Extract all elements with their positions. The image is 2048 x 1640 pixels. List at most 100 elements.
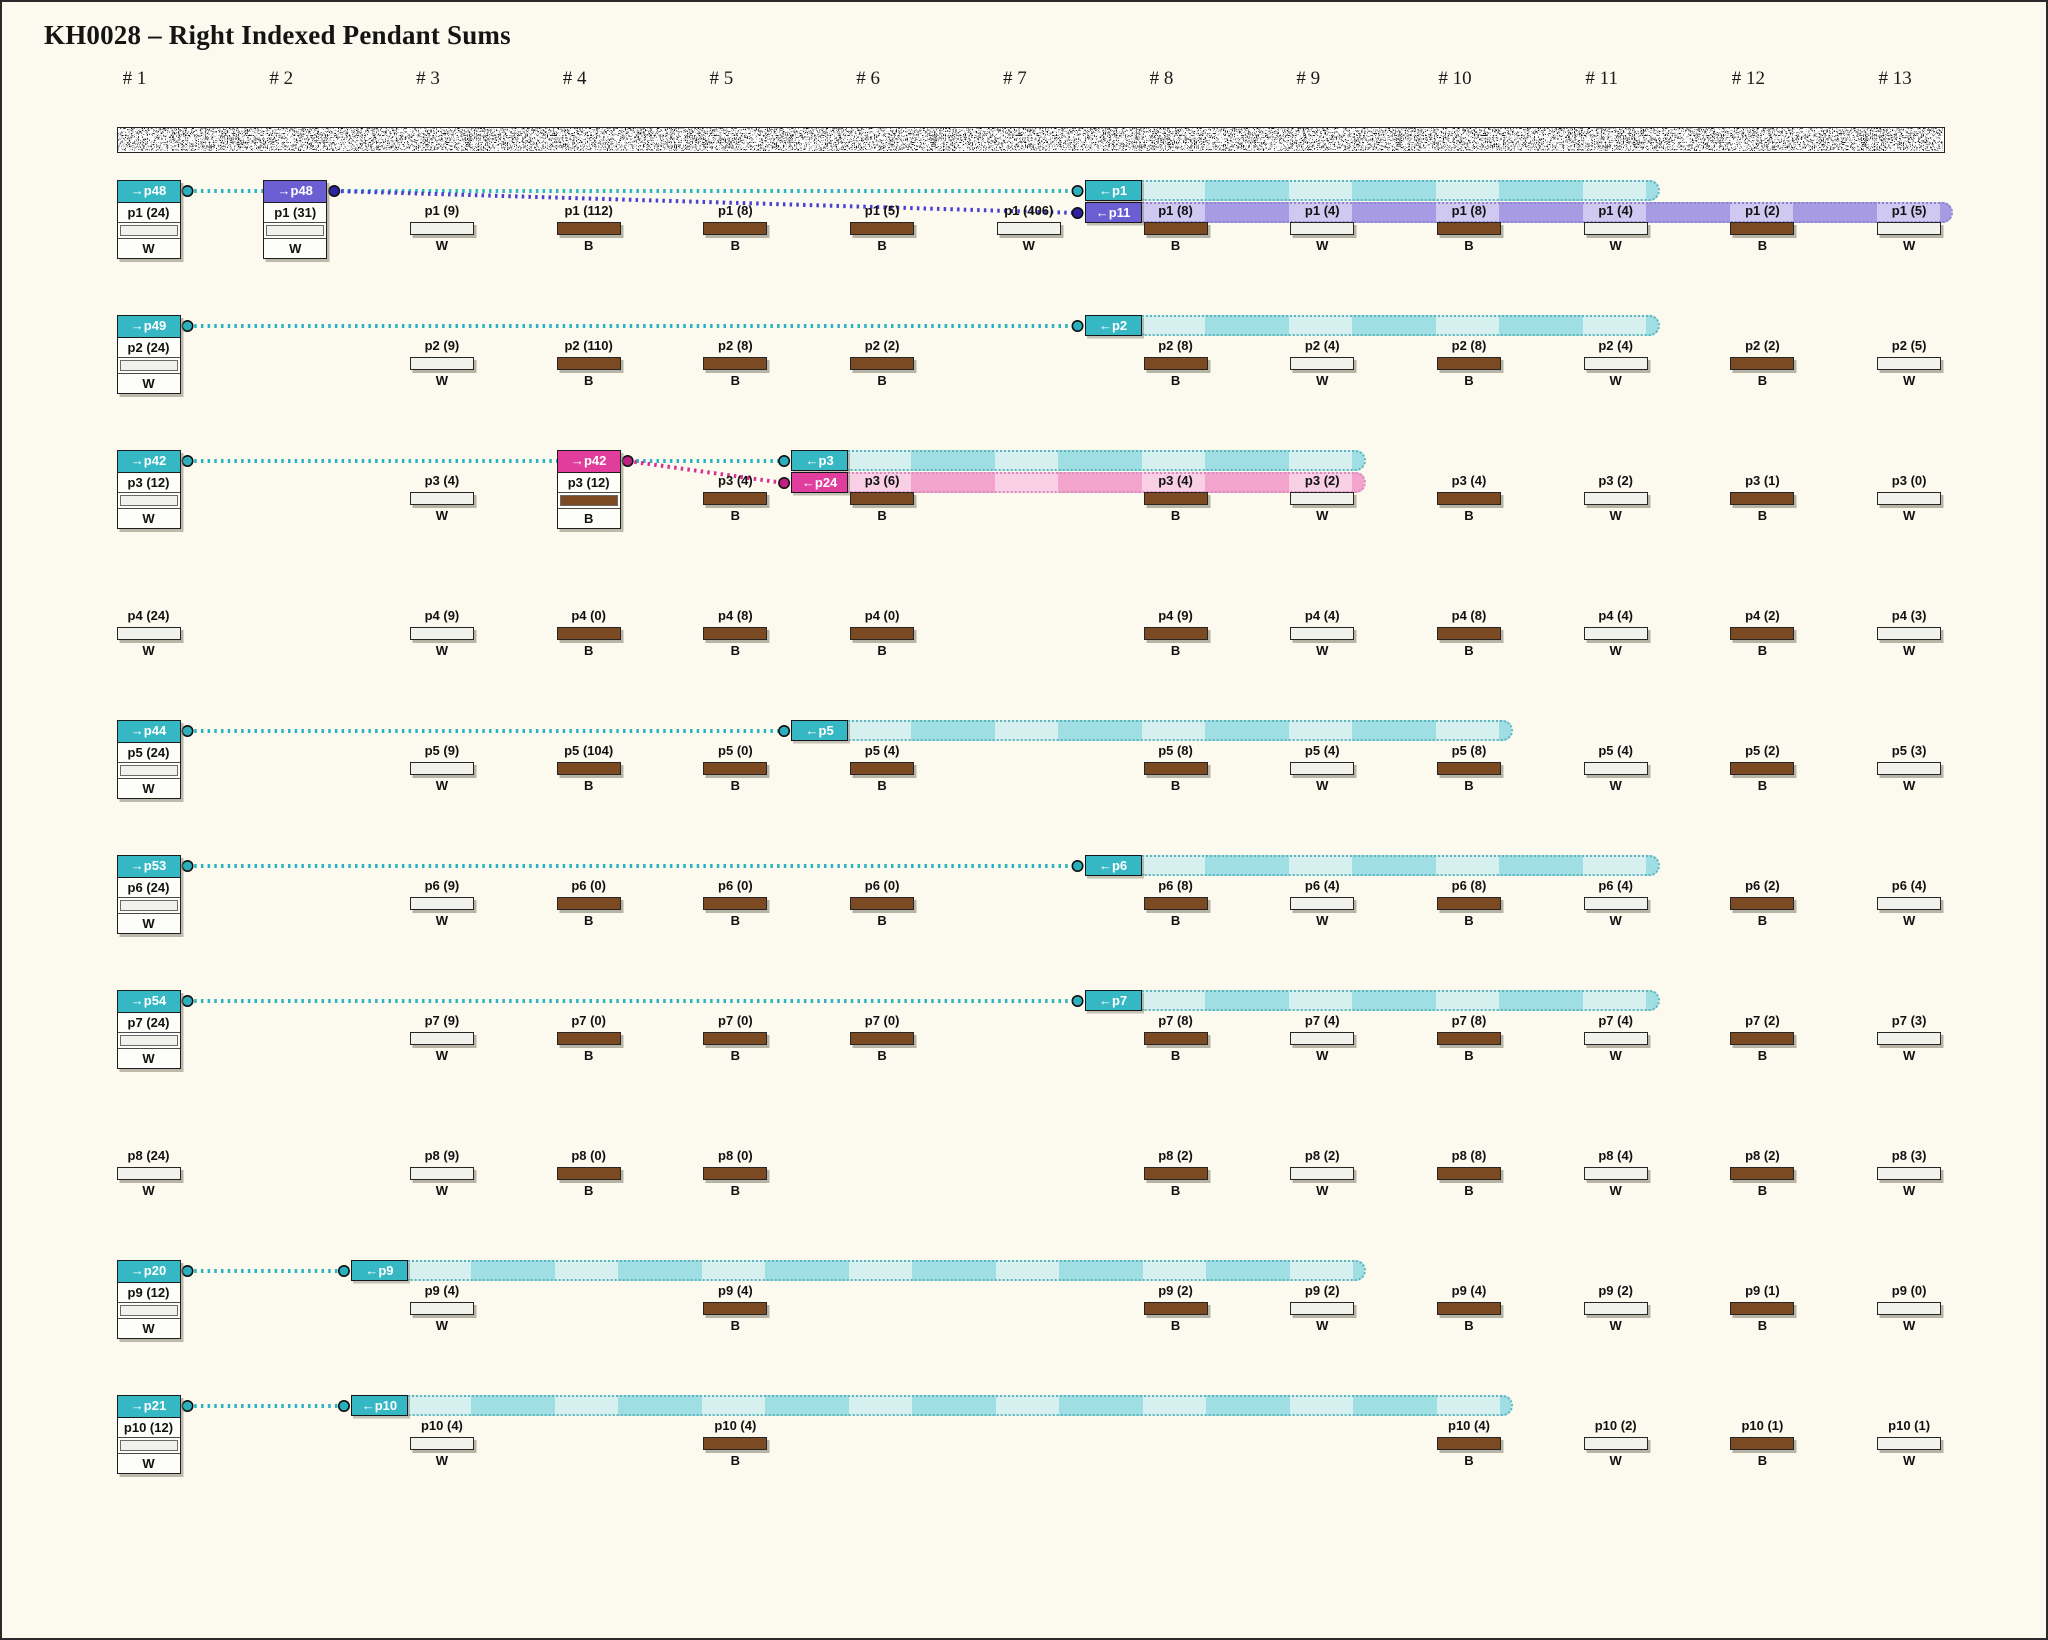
cell-label: p2 (8): [1451, 338, 1487, 353]
cell-label: p5 (4): [1598, 743, 1634, 758]
cell-letter: B: [1170, 1318, 1181, 1333]
cell-bar: [409, 762, 474, 775]
cell-letter: B: [583, 643, 594, 658]
cell-letter: B: [877, 778, 887, 793]
cell-letter: B: [583, 373, 594, 388]
cell-letter: W: [1609, 238, 1622, 253]
cell-label: p6 (9): [424, 878, 460, 893]
cell-letter: W: [1316, 1048, 1329, 1063]
cell-letter: W: [1609, 1318, 1622, 1333]
cell-bar: [850, 222, 915, 235]
sum-ribbon: [1141, 202, 1954, 223]
pendant-tag-in: ←p7: [1084, 990, 1142, 1011]
cell-label: p4 (8): [1451, 608, 1487, 623]
cell-letter: B: [877, 373, 887, 388]
cell-bar: [409, 357, 474, 370]
cell-bar: [1143, 492, 1208, 505]
cell-bar: [1583, 222, 1648, 235]
cell-label: p4 (0): [571, 608, 606, 623]
column-header: # 10: [1438, 68, 1472, 89]
cell-label: p1 (5): [864, 203, 900, 218]
cell-letter: W: [1902, 1318, 1916, 1333]
sum-ribbon: [848, 720, 1513, 741]
cell-label: p2 (24): [117, 338, 180, 358]
cell-letter: W: [1316, 1183, 1329, 1198]
cell-label: p7 (4): [1598, 1013, 1634, 1028]
cell-bar: [1290, 627, 1355, 640]
cell-letter: W: [289, 241, 302, 256]
cell-label: p9 (2): [1158, 1283, 1193, 1298]
cell-letter: W: [1609, 1183, 1622, 1198]
cell-bar: [119, 225, 178, 236]
cell-label: p2 (5): [1891, 338, 1927, 353]
cell-bar: [1436, 1032, 1501, 1045]
cell-letter: B: [1170, 373, 1181, 388]
cell-bar: [409, 492, 474, 505]
cell-letter: B: [583, 511, 594, 526]
pendant-source-cell: →p42 p3 (12) B: [556, 450, 621, 529]
cell-letter: B: [1464, 1048, 1474, 1063]
cell-bar: [1877, 492, 1942, 505]
cell-letter: W: [142, 1456, 155, 1471]
pendant-source-cell: →p54 p7 (24) W: [116, 990, 181, 1069]
cell-bar-row: [117, 1303, 180, 1319]
cell-bar: [1290, 1167, 1355, 1180]
cell-bar: [409, 1167, 474, 1180]
cell-label: p1 (4): [1304, 203, 1340, 218]
cell-letter: W: [435, 1048, 449, 1063]
cell-label: p1 (5): [1891, 203, 1927, 218]
cell-label: p2 (110): [564, 338, 613, 353]
cell-label: p5 (24): [117, 743, 180, 763]
cell-bar: [119, 360, 178, 371]
pendant-tag-in: ←p3: [791, 450, 849, 471]
cell-letter: W: [435, 508, 449, 523]
pendant-tag-out: →p48: [117, 181, 180, 203]
cell-label: p3 (2): [1304, 473, 1340, 488]
cell-letter: B: [1170, 238, 1181, 253]
cell-bar: [1436, 1302, 1501, 1315]
cell-bar: [556, 627, 621, 640]
cell-bar: [1730, 897, 1795, 910]
cell-letter: B: [1464, 508, 1474, 523]
pendant-source-cell: →p44 p5 (24) W: [116, 720, 181, 799]
cell-letter: B: [1464, 1453, 1474, 1468]
cell-letter: W: [142, 1321, 155, 1336]
cell-label: p9 (1): [1745, 1283, 1780, 1298]
cell-bar-row: [117, 763, 180, 779]
cell-letter: B: [583, 238, 594, 253]
cell-bar: [119, 765, 178, 776]
cell-letter: W: [1609, 1048, 1622, 1063]
column-header: # 6: [856, 68, 880, 89]
cell-letter: W: [1902, 643, 1916, 658]
pendant-source-cell: →p48 p1 (31) W: [263, 180, 328, 259]
cell-label: p3 (2): [1598, 473, 1634, 488]
cell-letter: B: [730, 778, 741, 793]
cell-label: p10 (1): [1888, 1418, 1931, 1433]
cell-letter: W: [435, 238, 449, 253]
cell-bar: [703, 897, 768, 910]
cell-letter: B: [1170, 508, 1181, 523]
column-header: # 13: [1878, 68, 1912, 89]
cell-letter: B: [583, 1048, 594, 1063]
cell-bar: [703, 1437, 768, 1450]
sum-ribbon: [848, 472, 1367, 493]
sum-ribbon: [1141, 180, 1660, 201]
cell-label: p3 (4): [718, 473, 753, 488]
cell-bar: [119, 900, 178, 911]
column-header: # 5: [709, 68, 734, 89]
cell-bar-row: [117, 1033, 180, 1049]
cell-label: p8 (2): [1745, 1148, 1780, 1163]
pendant-source-cell: →p21 p10 (12) W: [116, 1395, 181, 1474]
cell-bar: [1583, 627, 1648, 640]
cell-letter: W: [1316, 643, 1329, 658]
pendant-tag-out: →p54: [117, 991, 180, 1013]
cell-bar: [409, 1302, 474, 1315]
cell-label: p8 (8): [1451, 1148, 1487, 1163]
cell-label: p3 (4): [1158, 473, 1193, 488]
cell-letter: B: [877, 508, 887, 523]
cell-letter: W: [142, 376, 155, 391]
cell-letter: W: [435, 1183, 449, 1198]
cell-label: p9 (0): [1891, 1283, 1927, 1298]
cell-label: p6 (2): [1745, 878, 1780, 893]
cell-label: p7 (3): [1891, 1013, 1927, 1028]
